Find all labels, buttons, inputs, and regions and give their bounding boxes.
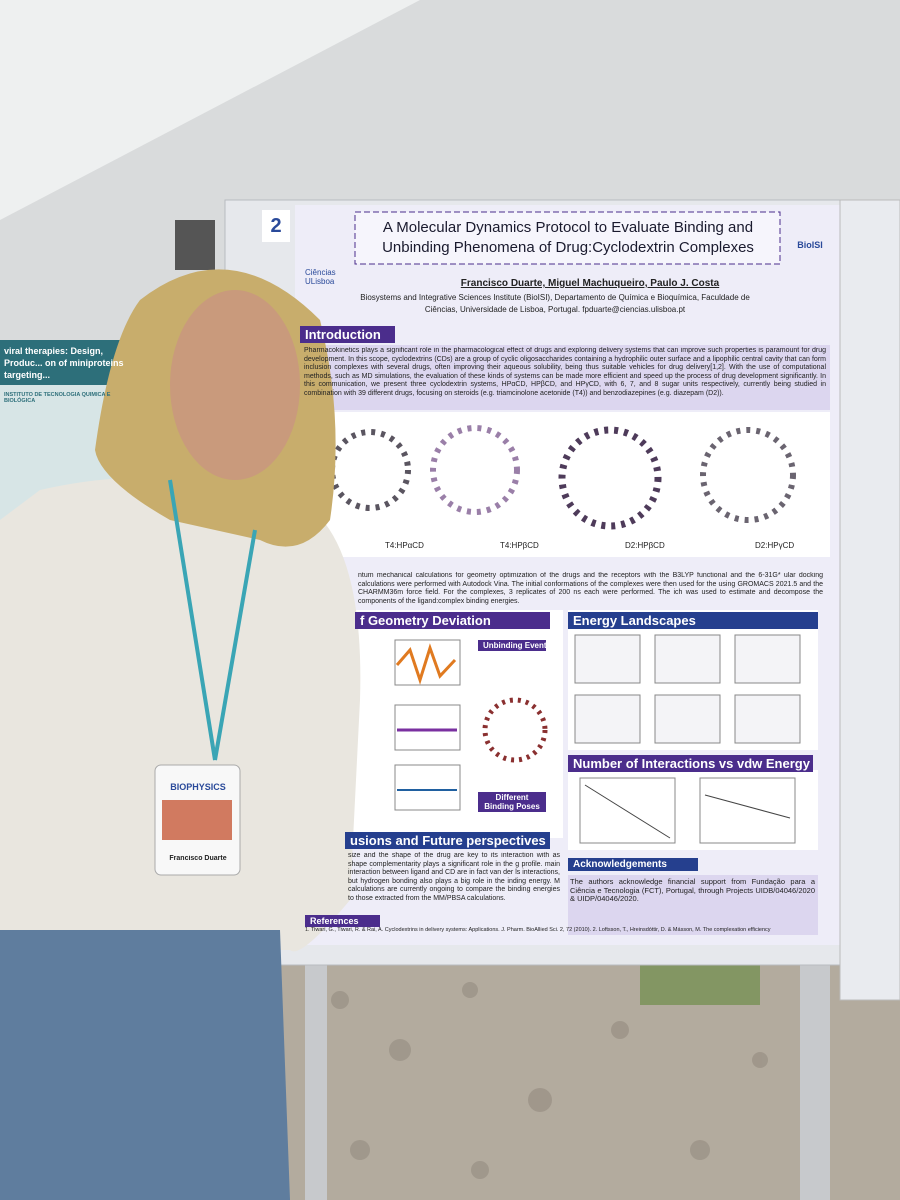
board-leg — [800, 960, 830, 1200]
scatter-plots — [579, 777, 796, 844]
left-poster-title: viral therapies: Design, Produc... on of… — [4, 346, 124, 380]
board-number: 2 — [262, 210, 290, 242]
jeans — [0, 930, 290, 1200]
title-box — [354, 211, 781, 265]
right-poster — [839, 199, 900, 1001]
plot-label: Different Binding Poses — [478, 792, 546, 812]
ack-text: The authors acknowledge financial suppor… — [570, 878, 815, 903]
face — [170, 290, 300, 480]
section-heading: References — [305, 915, 380, 927]
board-clip — [175, 220, 215, 270]
stones — [331, 982, 768, 1179]
grass — [640, 965, 760, 1005]
left-poster-institute: INSTITUTO DE TECNOLOGIA QUÍMICA E BIOLÓG… — [4, 392, 111, 404]
section-heading: Introduction — [300, 326, 395, 343]
logo-bioisi: BioISI — [797, 240, 823, 250]
energy-plots — [574, 634, 801, 744]
poster-title: A Molecular Dynamics Protocol to Evaluat… — [382, 219, 754, 256]
badge-art — [162, 800, 232, 840]
molecule-label: T4:HPαCD — [385, 541, 424, 550]
section-heading: Number of Interactions vs vdw Energy — [568, 755, 813, 772]
molecules — [329, 425, 796, 530]
references-text: 1. Tiwari, G., Tiwari, R. & Rai, A. Cycl… — [305, 927, 771, 933]
intro-text: Pharmacokinetics plays a significant rol… — [304, 347, 826, 397]
lanyard — [168, 479, 257, 761]
intro-panel — [300, 345, 830, 410]
molecule-label: D2:HPγCD — [755, 541, 795, 550]
wall-light — [0, 0, 420, 220]
affiliation: Biosystems and Integrative Sciences Inst… — [360, 293, 750, 314]
badge-event: BIOPHYSICS — [170, 782, 226, 792]
plot-label: Unbinding Events — [478, 640, 546, 651]
authors: Francisco Duarte, Miguel Machuqueiro, Pa… — [460, 278, 720, 289]
section-heading: usions and Future perspectives — [345, 832, 550, 849]
molecule-label: D2:HPβCD — [625, 541, 665, 550]
section-heading: Acknowledgements — [568, 858, 698, 871]
plot-traces — [394, 639, 548, 811]
methods-text: ntum mechanical calculations for geometr… — [358, 572, 823, 605]
molecule-label: T4:HPβCD — [500, 541, 539, 550]
logo-ciencias: Ciências ULisboa — [305, 268, 336, 286]
sweater — [0, 477, 361, 960]
section-heading: f Geometry Deviation — [355, 612, 550, 629]
badge-name: Francisco Duarte — [169, 855, 227, 862]
conclusions-text: size and the shape of the drug are key t… — [348, 852, 560, 902]
board-leg — [305, 960, 327, 1200]
section-heading: Energy Landscapes — [568, 612, 818, 629]
ack-panel — [568, 875, 818, 935]
